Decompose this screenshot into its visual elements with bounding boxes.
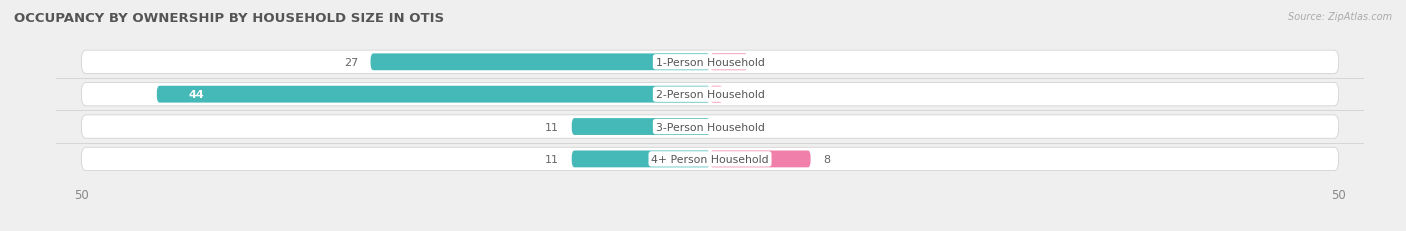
Text: 1: 1 [735,90,742,100]
Text: 11: 11 [546,154,560,164]
FancyBboxPatch shape [710,151,811,168]
FancyBboxPatch shape [710,54,748,71]
Text: 3: 3 [761,58,768,67]
Text: 44: 44 [188,90,204,100]
FancyBboxPatch shape [572,151,710,168]
Text: 3-Person Household: 3-Person Household [655,122,765,132]
Text: 2-Person Household: 2-Person Household [655,90,765,100]
Text: 1-Person Household: 1-Person Household [655,58,765,67]
Text: 27: 27 [343,58,359,67]
FancyBboxPatch shape [82,116,1339,139]
Text: OCCUPANCY BY OWNERSHIP BY HOUSEHOLD SIZE IN OTIS: OCCUPANCY BY OWNERSHIP BY HOUSEHOLD SIZE… [14,12,444,24]
FancyBboxPatch shape [82,51,1339,74]
Text: 4+ Person Household: 4+ Person Household [651,154,769,164]
FancyBboxPatch shape [572,119,710,135]
Text: 0: 0 [723,122,730,132]
Text: 8: 8 [823,154,831,164]
FancyBboxPatch shape [710,86,723,103]
Text: 11: 11 [546,122,560,132]
FancyBboxPatch shape [371,54,710,71]
FancyBboxPatch shape [82,83,1339,106]
FancyBboxPatch shape [82,148,1339,171]
FancyBboxPatch shape [157,86,710,103]
Text: Source: ZipAtlas.com: Source: ZipAtlas.com [1288,12,1392,21]
